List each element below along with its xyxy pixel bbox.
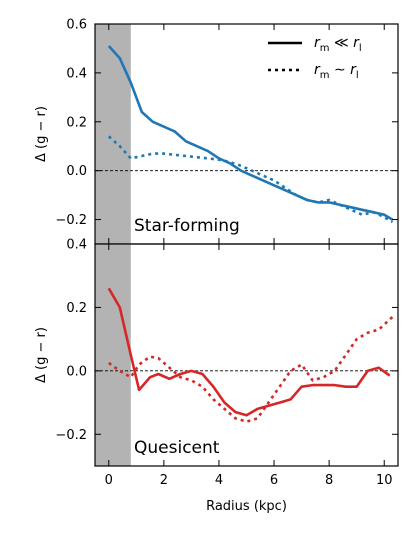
x-tick-label: 10 <box>376 473 393 488</box>
x-axis-label: Radius (kpc) <box>206 499 287 514</box>
panel-2: −0.2 0.0 0.2 0.4 0 2 4 6 8 10 Δ (g − r) Radius (kpc… <box>34 238 399 514</box>
shaded-region <box>95 24 131 244</box>
y-tick-label: 0.0 <box>66 164 87 179</box>
x-tick-label: 4 <box>215 473 223 488</box>
legend-label: rm ≪ rl <box>314 35 362 54</box>
panel-1: −0.2 0.0 0.2 0.4 0.6 Δ (g − r) Star-forming rm … <box>34 18 399 245</box>
x-tick-label: 8 <box>325 473 333 488</box>
panel-label: Quesicent <box>134 438 220 458</box>
y-tick-label: −0.2 <box>55 213 87 228</box>
shaded-region <box>95 244 131 466</box>
legend-label: rm ∼ rl <box>314 62 359 81</box>
y-tick-label: 0.4 <box>66 238 87 253</box>
series-line-dotted <box>107 135 394 224</box>
x-tick-label: 0 <box>105 473 113 488</box>
series-line-dotted <box>108 315 394 423</box>
x-tick-label: 2 <box>160 473 168 488</box>
y-tick-label: 0.2 <box>66 115 87 130</box>
y-tick-label: 0.4 <box>66 66 87 81</box>
y-tick-label: 0.2 <box>66 301 87 316</box>
legend: rm ≪ rl rm ∼ rl <box>268 35 362 81</box>
axes-frame <box>94 243 399 467</box>
y-tick-label: 0.6 <box>66 18 87 33</box>
y-tick-label: 0.0 <box>66 364 87 379</box>
series-line-solid <box>107 287 391 417</box>
x-tick-label: 6 <box>270 473 278 488</box>
y-axis-label: Δ (g − r) <box>34 327 49 383</box>
series-line-solid <box>107 45 394 221</box>
y-axis-label: Δ (g − r) <box>34 106 49 162</box>
panel-label: Star-forming <box>134 216 240 236</box>
y-tick-label: −0.2 <box>55 428 87 443</box>
